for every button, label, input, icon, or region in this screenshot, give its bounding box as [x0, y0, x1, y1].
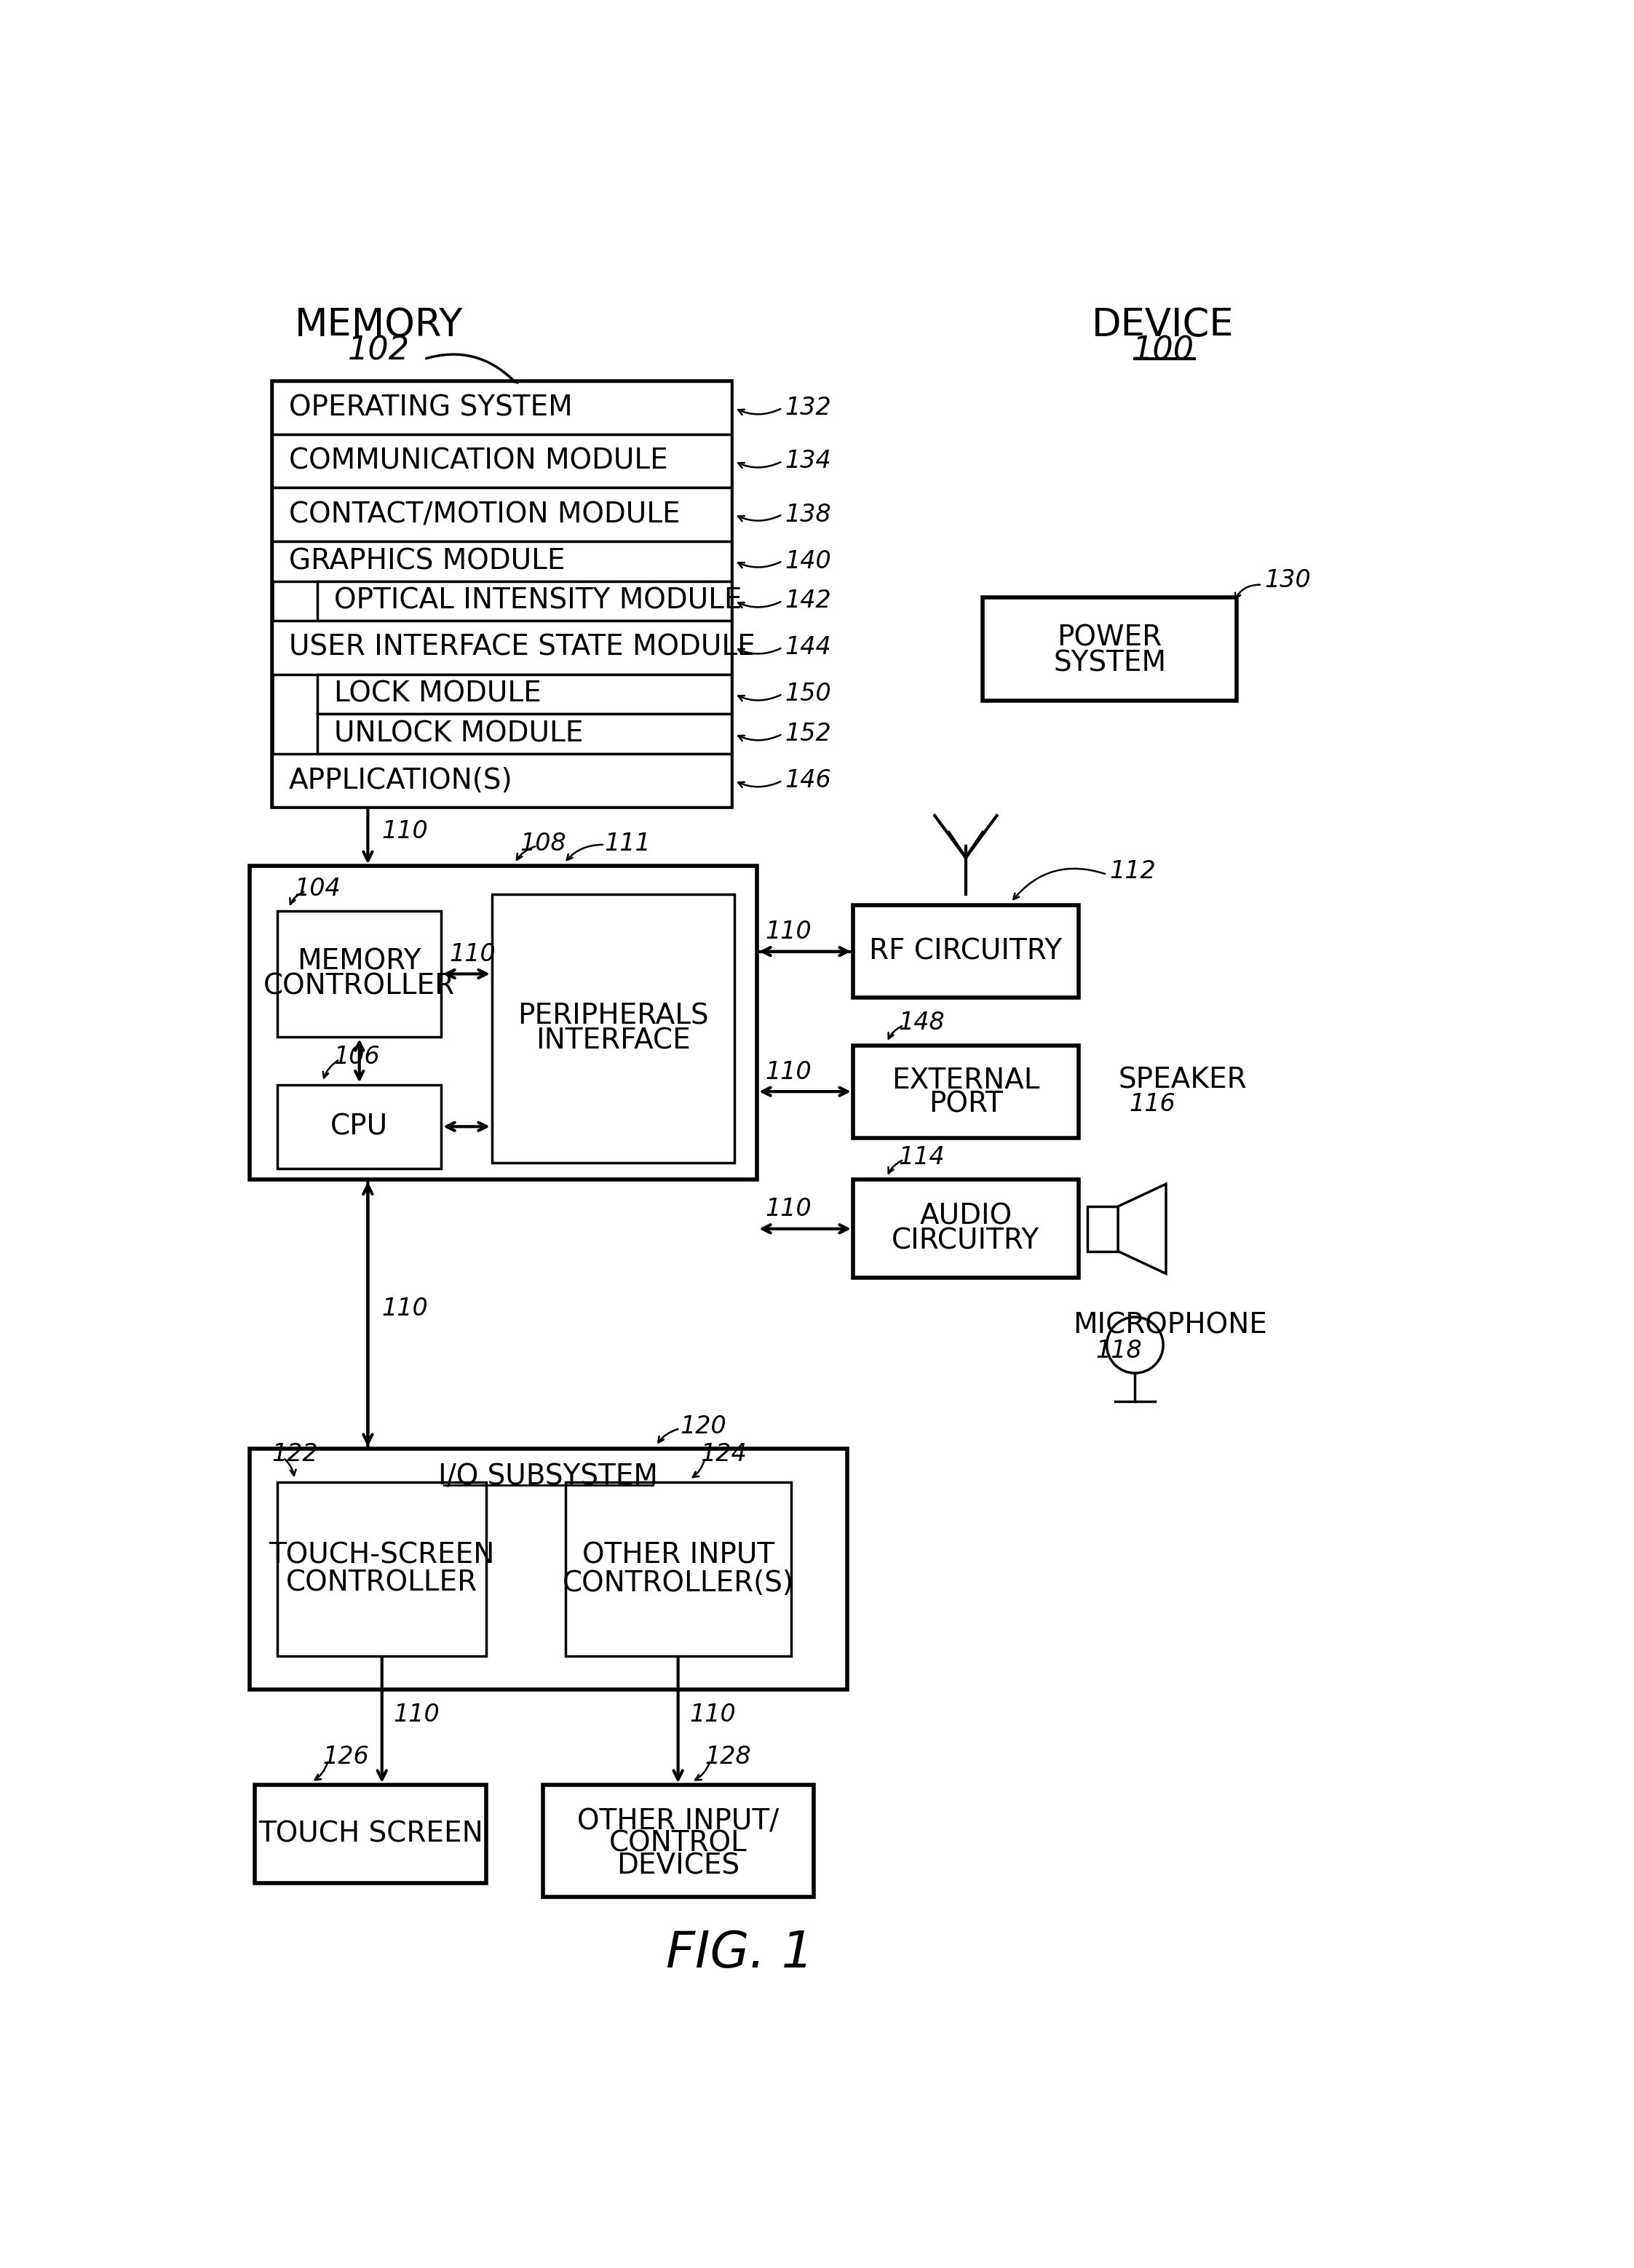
Text: USER INTERFACE STATE MODULE: USER INTERFACE STATE MODULE [289, 633, 755, 662]
Text: TOUCH-SCREEN: TOUCH-SCREEN [270, 1542, 495, 1569]
Polygon shape [1118, 1184, 1167, 1275]
Bar [278, 1084, 441, 1168]
Text: 102: 102 [348, 336, 410, 365]
Bar [853, 905, 1078, 998]
Text: CONTROLLER(S): CONTROLLER(S) [562, 1569, 794, 1597]
Text: 112: 112 [1109, 860, 1155, 885]
Text: 124: 124 [701, 1442, 747, 1467]
Text: SYSTEM: SYSTEM [1054, 649, 1167, 676]
Text: 114: 114 [899, 1145, 944, 1170]
Bar [250, 1449, 848, 1690]
Bar [250, 866, 757, 1179]
Text: SPEAKER: SPEAKER [1118, 1066, 1247, 1093]
Text: INTERFACE: INTERFACE [536, 1027, 691, 1055]
Text: 110: 110 [394, 1703, 440, 1726]
Text: MICROPHONE: MICROPHONE [1074, 1311, 1268, 1340]
Bar [542, 1785, 814, 1896]
Text: 120: 120 [680, 1415, 725, 1438]
Text: RF CIRCUITRY: RF CIRCUITRY [869, 937, 1062, 966]
Circle shape [1106, 1318, 1163, 1372]
Text: 140: 140 [786, 549, 832, 574]
Bar [492, 894, 734, 1163]
Text: 116: 116 [1129, 1091, 1176, 1116]
Bar [278, 912, 441, 1036]
Text: 146: 146 [786, 769, 832, 792]
Text: COMMUNICATION MODULE: COMMUNICATION MODULE [289, 447, 668, 474]
Text: GRAPHICS MODULE: GRAPHICS MODULE [289, 547, 565, 574]
Text: 110: 110 [765, 921, 812, 943]
Bar [278, 1483, 487, 1656]
Bar [317, 714, 732, 753]
Text: CONTROL: CONTROL [609, 1830, 747, 1857]
Text: 108: 108 [520, 832, 567, 855]
Text: 110: 110 [382, 819, 428, 844]
Text: PERIPHERALS: PERIPHERALS [518, 1002, 709, 1030]
Text: OTHER INPUT/: OTHER INPUT/ [577, 1808, 779, 1835]
Bar [1087, 1207, 1118, 1252]
Text: 148: 148 [899, 1012, 944, 1034]
Text: 122: 122 [271, 1442, 319, 1467]
Text: MEMORY: MEMORY [294, 306, 464, 345]
Text: I/O SUBSYSTEM: I/O SUBSYSTEM [438, 1463, 659, 1490]
Text: 126: 126 [322, 1744, 369, 1769]
Text: EXTERNAL: EXTERNAL [892, 1066, 1039, 1093]
Text: 106: 106 [333, 1046, 381, 1068]
Text: 104: 104 [294, 875, 342, 900]
Text: CIRCUITRY: CIRCUITRY [892, 1227, 1039, 1254]
Text: MEMORY: MEMORY [297, 948, 422, 975]
Text: CONTROLLER: CONTROLLER [286, 1569, 477, 1597]
Text: 110: 110 [765, 1059, 812, 1084]
Text: 110: 110 [382, 1297, 428, 1320]
Text: 118: 118 [1095, 1338, 1142, 1363]
Text: 138: 138 [786, 503, 832, 526]
Bar [271, 621, 732, 674]
Text: CONTACT/MOTION MODULE: CONTACT/MOTION MODULE [289, 501, 680, 528]
Text: 110: 110 [449, 941, 497, 966]
Text: LOCK MODULE: LOCK MODULE [333, 680, 541, 708]
Text: 144: 144 [786, 635, 832, 660]
Bar [317, 581, 732, 621]
Bar [271, 381, 732, 435]
Text: FIG. 1: FIG. 1 [667, 1928, 814, 1978]
Text: 110: 110 [765, 1198, 812, 1220]
Text: UNLOCK MODULE: UNLOCK MODULE [333, 721, 583, 748]
Text: DEVICE: DEVICE [1092, 306, 1234, 345]
Text: 100: 100 [1132, 336, 1194, 365]
Bar [271, 753, 732, 807]
Text: OPERATING SYSTEM: OPERATING SYSTEM [289, 395, 572, 422]
Text: 110: 110 [690, 1703, 735, 1726]
Text: CPU: CPU [330, 1114, 389, 1141]
Bar [271, 435, 732, 488]
Text: AUDIO: AUDIO [920, 1202, 1011, 1229]
Bar [271, 381, 732, 807]
Text: APPLICATION(S): APPLICATION(S) [289, 767, 513, 794]
Text: 134: 134 [786, 449, 832, 474]
Text: 128: 128 [706, 1744, 752, 1769]
Bar [982, 596, 1237, 701]
Bar [271, 488, 732, 542]
Text: OTHER INPUT: OTHER INPUT [582, 1542, 775, 1569]
Bar [853, 1046, 1078, 1139]
Bar [317, 674, 732, 714]
Text: PORT: PORT [928, 1091, 1003, 1118]
Text: 130: 130 [1265, 569, 1310, 592]
Text: 132: 132 [786, 397, 832, 420]
Text: 152: 152 [786, 721, 832, 746]
Bar [271, 542, 732, 581]
Text: OPTICAL INTENSITY MODULE: OPTICAL INTENSITY MODULE [333, 587, 742, 615]
Text: TOUCH SCREEN: TOUCH SCREEN [258, 1821, 484, 1848]
Text: CONTROLLER: CONTROLLER [263, 973, 456, 1000]
Text: 150: 150 [786, 683, 832, 705]
Bar [565, 1483, 791, 1656]
Bar [255, 1785, 487, 1882]
Text: DEVICES: DEVICES [616, 1853, 740, 1880]
Text: 111: 111 [605, 832, 650, 855]
Text: POWER: POWER [1057, 624, 1162, 651]
Bar [853, 1179, 1078, 1277]
Text: 142: 142 [786, 590, 832, 612]
